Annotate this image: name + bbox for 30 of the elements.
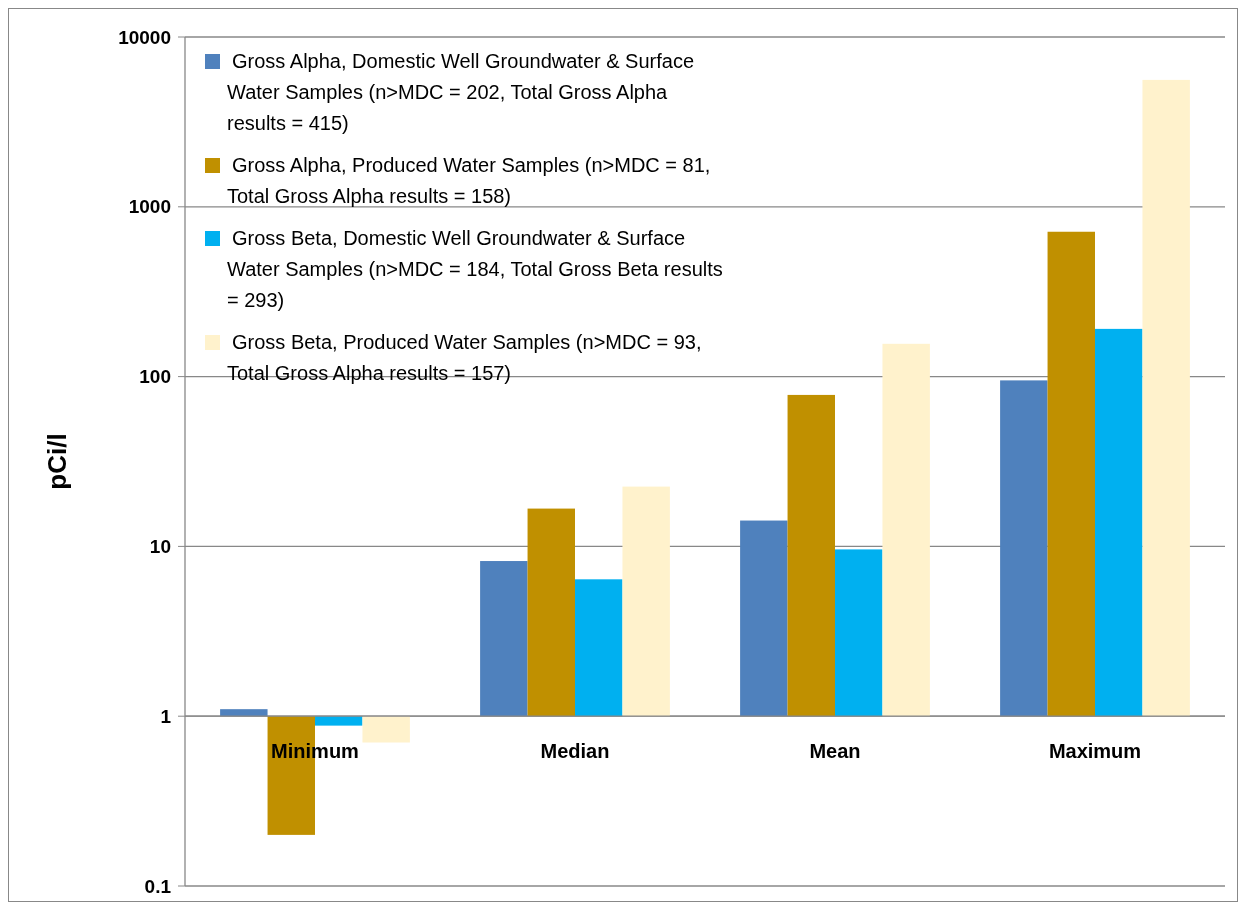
bar xyxy=(362,716,410,743)
x-tick-label: Minimum xyxy=(271,740,359,763)
bar xyxy=(787,394,835,717)
y-tick-label: 10 xyxy=(149,536,171,558)
bar xyxy=(740,520,788,717)
y-tick-label: 100 xyxy=(139,366,171,388)
y-axis-title: pCi/l xyxy=(42,433,72,490)
bar xyxy=(1000,380,1048,717)
legend-label: Gross Alpha, Domestic Well Groundwater & Surface Water Samples (n>MDC = 202, Total Gross Alpha results = 415) xyxy=(227,50,695,134)
legend-label: Gross Beta, Domestic Well Groundwater & Surface Water Samples (n>MDC = 184, Total Gross Beta results = 293) xyxy=(227,227,723,311)
bar xyxy=(480,561,528,717)
x-tick-label: Maximum xyxy=(1048,740,1142,763)
bar xyxy=(315,716,363,726)
x-tick-label: Mean xyxy=(809,740,861,763)
bar xyxy=(1095,328,1143,717)
legend-label: Gross Beta, Produced Water Samples (n>MDC = 93, Total Gross Alpha results = 157) xyxy=(227,331,702,384)
legend-label: Gross Alpha, Produced Water Samples (n>MDC = 81, Total Gross Alpha results = 158) xyxy=(227,154,711,207)
y-tick-label: 10000 xyxy=(118,26,171,48)
bar xyxy=(622,486,670,717)
y-tick-label: 1 xyxy=(160,705,172,727)
y-tick-label: 0.1 xyxy=(144,875,172,897)
bar xyxy=(882,343,930,717)
bar xyxy=(1142,79,1190,717)
bar xyxy=(575,579,623,717)
bar xyxy=(527,508,575,717)
bar xyxy=(835,549,883,717)
bar xyxy=(220,709,268,717)
bar xyxy=(1047,231,1095,717)
y-tick-label: 1000 xyxy=(128,196,171,218)
x-tick-label: Median xyxy=(540,740,610,763)
